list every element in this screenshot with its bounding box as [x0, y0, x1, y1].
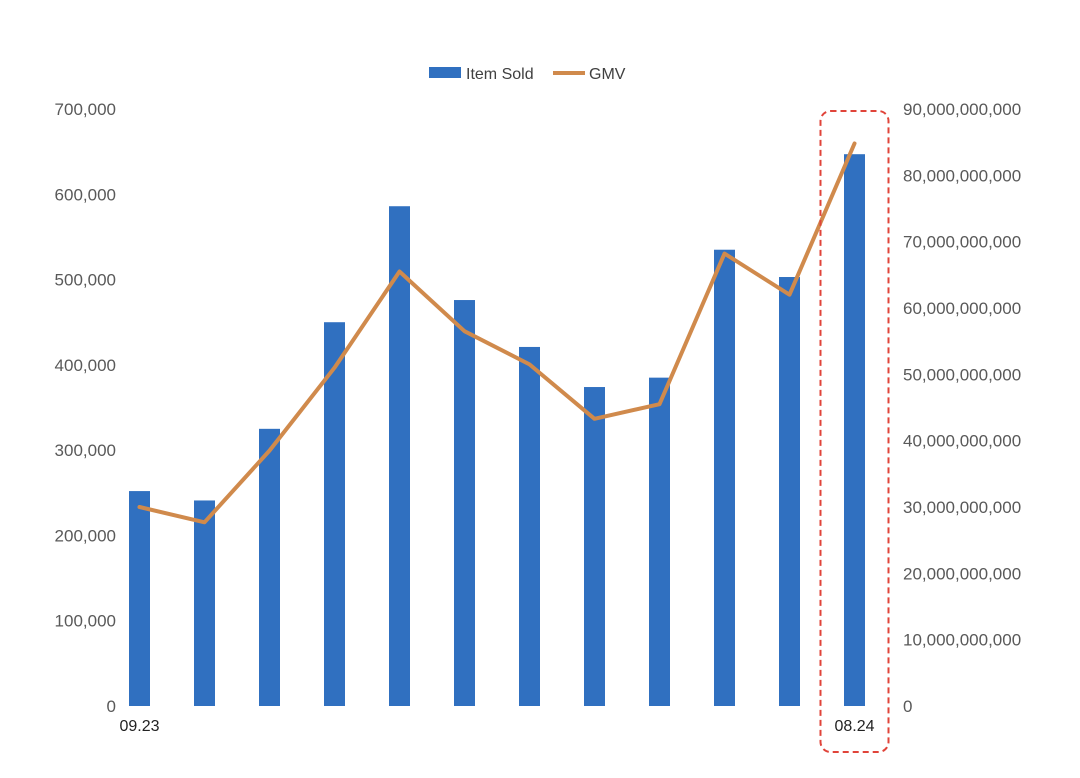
left-y-axis: 0 100,000 200,000 300,000 400,000 500,000 600,… — [55, 100, 116, 716]
left-axis-tick-label: 200,000 — [55, 526, 116, 545]
item-sold-bar — [779, 277, 800, 706]
item-sold-bar — [519, 346, 540, 706]
item-sold-bar — [584, 387, 605, 706]
item-sold-bar — [454, 300, 475, 706]
left-axis-tick-label: 100,000 — [55, 612, 116, 631]
legend-swatch-item-sold — [429, 67, 461, 78]
highlight-box — [819, 110, 890, 753]
chart-legend: Item Sold GMV — [429, 66, 626, 83]
x-axis-labels: 09.23 08.24 — [119, 718, 874, 735]
item-sold-bar — [194, 500, 215, 706]
item-sold-bars — [129, 154, 865, 707]
item-sold-bar — [129, 491, 150, 706]
legend-label-item-sold: Item Sold — [466, 66, 534, 83]
item-sold-bar — [714, 249, 735, 706]
item-sold-bar — [259, 428, 280, 706]
right-axis-tick-label: 20,000,000,000 — [903, 564, 1021, 583]
right-axis-tick-label: 90,000,000,000 — [903, 100, 1021, 119]
x-axis-tick-label: 08.24 — [834, 718, 874, 735]
item-sold-bar — [649, 377, 670, 706]
left-axis-tick-label: 400,000 — [55, 356, 116, 375]
item-sold-bar — [324, 322, 345, 706]
item-sold-bar — [844, 154, 865, 707]
right-axis-tick-label: 30,000,000,000 — [903, 498, 1021, 517]
right-y-axis: 0 10,000,000,000 20,000,000,000 30,000,000,… — [903, 100, 1021, 716]
left-axis-tick-label: 600,000 — [55, 185, 116, 204]
right-axis-tick-label: 40,000,000,000 — [903, 432, 1021, 451]
right-axis-tick-label: 60,000,000,000 — [903, 299, 1021, 318]
x-axis-tick-label: 09.23 — [119, 718, 159, 735]
left-axis-tick-label: 0 — [107, 697, 116, 716]
gmv-line-series — [137, 141, 857, 525]
right-axis-tick-label: 10,000,000,000 — [903, 631, 1021, 650]
gmv-line — [137, 141, 857, 525]
left-axis-tick-label: 700,000 — [55, 100, 116, 119]
right-axis-tick-label: 0 — [903, 697, 912, 716]
item-sold-bar — [389, 206, 410, 706]
right-axis-tick-label: 70,000,000,000 — [903, 233, 1021, 252]
right-axis-tick-label: 50,000,000,000 — [903, 365, 1021, 384]
legend-label-gmv: GMV — [589, 66, 626, 83]
left-axis-tick-label: 500,000 — [55, 271, 116, 290]
left-axis-tick-label: 300,000 — [55, 441, 116, 460]
right-axis-tick-label: 80,000,000,000 — [903, 166, 1021, 185]
